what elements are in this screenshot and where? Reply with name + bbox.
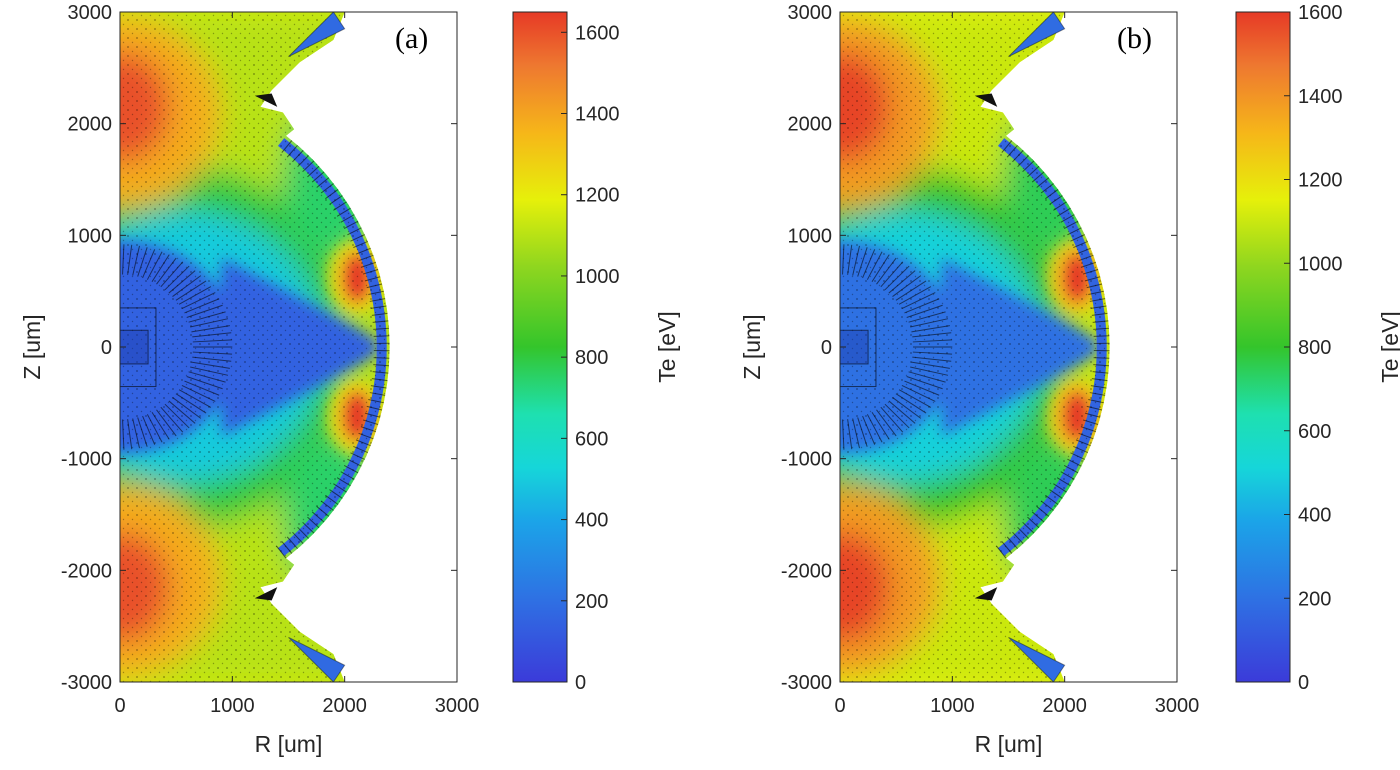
x-tick-label: 1000 bbox=[930, 695, 975, 717]
panel-label: (a) bbox=[395, 22, 428, 55]
colorbar-label: Te [eV] bbox=[654, 311, 680, 383]
x-tick-label: 3000 bbox=[1155, 695, 1200, 717]
y-tick-label: 3000 bbox=[68, 2, 113, 24]
y-tick-label: 2000 bbox=[788, 114, 833, 136]
colorbar-tick-label: 200 bbox=[1298, 588, 1331, 610]
colorbar-tick-label: 1400 bbox=[575, 104, 620, 126]
colorbar-tick-label: 0 bbox=[1298, 672, 1309, 694]
x-tick-label: 0 bbox=[834, 695, 845, 717]
colorbar-tick-label: 1000 bbox=[575, 266, 620, 288]
colorbar-tick-label: 1000 bbox=[1298, 253, 1343, 275]
y-tick-label: -2000 bbox=[781, 560, 832, 582]
x-tick-label: 1000 bbox=[210, 695, 255, 717]
colorbar-tick-label: 1600 bbox=[1298, 2, 1343, 24]
mesh-lines bbox=[120, 140, 390, 559]
y-tick-label: 2000 bbox=[68, 114, 113, 136]
panel-label: (b) bbox=[1117, 22, 1152, 55]
x-tick-label: 2000 bbox=[322, 695, 367, 717]
panel-b: 0 1000 2000 3000-3000-2000-1000010002000300… bbox=[739, 2, 1400, 757]
y-tick-label: -3000 bbox=[61, 672, 112, 694]
colorbar-tick-label: 600 bbox=[575, 428, 608, 450]
x-tick-label: 0 bbox=[114, 695, 125, 717]
colorbar-tick-label: 600 bbox=[1298, 421, 1331, 443]
colorbar-label: Te [eV] bbox=[1377, 311, 1400, 383]
mesh-lines bbox=[840, 140, 1110, 559]
panel-a: 0 1000 2000 3000-3000-2000-1000010002000300… bbox=[19, 2, 680, 757]
y-tick-label: -2000 bbox=[61, 560, 112, 582]
colorbar-tick-label: 200 bbox=[575, 591, 608, 613]
colorbar-tick-label: 1200 bbox=[1298, 170, 1343, 192]
colorbar-tick-label: 1200 bbox=[575, 185, 620, 207]
colorbar-tick-label: 400 bbox=[1298, 505, 1331, 527]
colorbar-tick-label: 800 bbox=[575, 347, 608, 369]
y-tick-label: 0 bbox=[101, 337, 112, 359]
y-tick-label: 3000 bbox=[788, 2, 833, 24]
y-tick-label: 1000 bbox=[788, 225, 833, 247]
colorbar-tick-label: 800 bbox=[1298, 337, 1331, 359]
x-axis-label: R [um] bbox=[975, 731, 1043, 757]
colorbar-tick-label: 1600 bbox=[575, 22, 620, 44]
colorbar-tick-label: 1400 bbox=[1298, 86, 1343, 108]
colorbar bbox=[512, 11, 568, 683]
colorbar-tick-label: 400 bbox=[575, 510, 608, 532]
x-tick-label: 2000 bbox=[1042, 695, 1087, 717]
x-axis-label: R [um] bbox=[255, 731, 323, 757]
y-axis-label: Z [um] bbox=[739, 314, 765, 379]
y-tick-label: 1000 bbox=[68, 225, 113, 247]
y-tick-label: -3000 bbox=[781, 672, 832, 694]
x-tick-label: 3000 bbox=[435, 695, 480, 717]
y-tick-label: 0 bbox=[821, 337, 832, 359]
colorbar-tick-label: 0 bbox=[575, 672, 586, 694]
colorbar bbox=[1235, 11, 1291, 683]
y-tick-label: -1000 bbox=[61, 449, 112, 471]
y-tick-label: -1000 bbox=[781, 449, 832, 471]
y-axis-label: Z [um] bbox=[19, 314, 45, 379]
